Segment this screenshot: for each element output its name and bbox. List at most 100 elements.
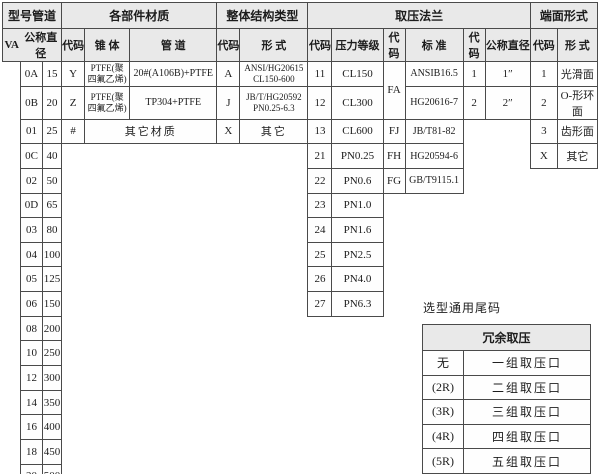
spacer — [485, 119, 530, 144]
spacer — [383, 316, 405, 341]
cell-nominal-diameter: 450 — [42, 438, 63, 465]
table-row: 05 125 26 PN4.0 — [3, 266, 598, 293]
cell-pressure-class: PN1.0 — [331, 192, 384, 219]
cell-suffix-code: (4R) — [422, 423, 464, 450]
cell-structure-form: JB/T/HG20592 PN0.25-6.3 — [239, 85, 309, 120]
cell-suffix-code: (5R) — [422, 448, 464, 474]
cell-model-code: 12 — [20, 365, 44, 391]
spacer — [405, 242, 463, 267]
spacer — [130, 341, 217, 366]
cell-face-form: 其它 — [556, 143, 599, 169]
va-spacer — [3, 292, 21, 317]
table-row: 18 450 — [3, 438, 598, 465]
spacer — [62, 218, 85, 243]
cell-material-code: Z — [61, 85, 86, 120]
spacer — [217, 267, 240, 292]
spacer — [240, 464, 308, 474]
spacer — [217, 292, 240, 317]
cell-suffix-description: 一组取压口 — [462, 350, 592, 376]
table-row: 03 80 24 PN1.6 — [3, 217, 598, 243]
spacer — [485, 144, 530, 169]
spacer — [332, 415, 383, 440]
spacer — [383, 193, 405, 218]
spacer — [217, 341, 240, 366]
cell-standard: ANSIB16.5 — [404, 61, 464, 87]
suffix-row: (2R) 二组取压口 — [422, 374, 592, 401]
cell-pressure-class: PN2.5 — [331, 241, 384, 268]
spacer — [62, 316, 85, 341]
cell-pressure-class: PN6.3 — [331, 291, 384, 317]
cell-standard: GB/T9115.1 — [404, 167, 464, 194]
va-spacer — [3, 366, 21, 391]
cell-tap-code: 2 — [462, 85, 486, 120]
table-row: 0A 15 Y PTFE(聚 四氟乙烯) 20#(A106B)+PTFE A ANSI/HG… — [3, 61, 599, 120]
cell-pressure-class: CL300 — [331, 85, 384, 120]
cell-pressure-class: PN0.6 — [331, 167, 384, 194]
cell-structure-code: J — [216, 85, 241, 120]
spacer — [463, 119, 485, 144]
spacer — [308, 366, 332, 391]
subheader-pressure-class: 压力等级 — [331, 28, 384, 62]
va-spacer — [3, 119, 21, 144]
cell-structure-form: 其它 — [239, 118, 309, 145]
spacer — [85, 415, 130, 440]
va-spacer — [3, 168, 21, 193]
cell-cone-material: PTFE(聚 四氟乙烯) — [84, 85, 131, 120]
spacer — [530, 267, 557, 292]
cell-face-form: 齿形面 — [556, 118, 599, 145]
spacer — [485, 193, 530, 218]
cell-standard-code: FH — [382, 143, 406, 169]
suffix-header-row: 冗余取压 — [421, 324, 592, 351]
cell-face-code: 2 — [529, 85, 558, 120]
va-spacer — [3, 267, 21, 292]
spacer — [62, 267, 85, 292]
cell-pipe-material: TP304+PTFE — [129, 85, 218, 120]
table-row: 01 25 # 其它材质 X 其它 13 CL600 FJ JB/T81-82 3 齿形面 — [3, 118, 599, 145]
cell-nominal-diameter: 80 — [42, 217, 63, 243]
spacer — [85, 390, 130, 415]
cell-model-code: 01 — [20, 118, 44, 145]
va-spacer — [3, 242, 21, 267]
cell-pipe-material: 20#(A106B)+PTFE — [129, 61, 218, 87]
spacer — [130, 464, 217, 474]
cell-pressure-class: PN4.0 — [331, 266, 384, 293]
spacer — [240, 366, 308, 391]
subheader-tap-code: 代码 — [462, 28, 486, 62]
table-row: 0B 20 Z PTFE(聚 四氟乙烯) TP304+PTFE J JB/T/HG20592… — [3, 85, 599, 120]
spacer — [85, 292, 130, 317]
spacer — [485, 242, 530, 267]
suffix-row: (5R) 五组取压口 — [422, 448, 592, 474]
cell-nominal-diameter: 50 — [42, 167, 63, 194]
cell-nominal-diameter: 200 — [42, 315, 63, 342]
spacer — [383, 242, 405, 267]
va-spacer — [3, 464, 21, 474]
spacer — [217, 439, 240, 464]
va-spacer — [3, 316, 21, 341]
spacer — [240, 168, 308, 193]
spacer — [130, 415, 217, 440]
spacer — [530, 292, 557, 317]
table-row: 10 250 — [3, 340, 598, 367]
cell-nominal-diameter: 350 — [42, 389, 63, 416]
cell-model-code: 03 — [20, 217, 44, 243]
cell-suffix-description: 四组取压口 — [462, 423, 592, 450]
spacer — [530, 193, 557, 218]
cell-pressure-class: PN1.6 — [331, 217, 384, 243]
header-end-face-form: 端面形式 — [529, 2, 599, 29]
spacer — [130, 242, 217, 267]
spacer — [62, 144, 85, 169]
group-header-row: 型号管道 各部件材质 整体结构类型 取压法兰 端面形式 — [1, 2, 599, 29]
cell-suffix-code: 无 — [422, 350, 464, 376]
cell-face-code: 1 — [529, 61, 558, 87]
cell-suffix-code: (2R) — [422, 374, 464, 401]
subheader-nominal-diameter: 公称直径 — [20, 28, 63, 62]
spacer — [62, 415, 85, 440]
spacer — [130, 144, 217, 169]
cell-pressure-class: PN0.25 — [331, 143, 384, 169]
spacer — [62, 439, 85, 464]
subheader-va: VA — [1, 28, 21, 62]
cell-nominal-diameter: 400 — [42, 414, 63, 440]
spacer — [240, 242, 308, 267]
suffix-body: 无一组取压口 (2R) 二组取压口 (3R) 三组取压口 (4R) 四组取压口 (5R) 五组取… — [422, 350, 592, 474]
